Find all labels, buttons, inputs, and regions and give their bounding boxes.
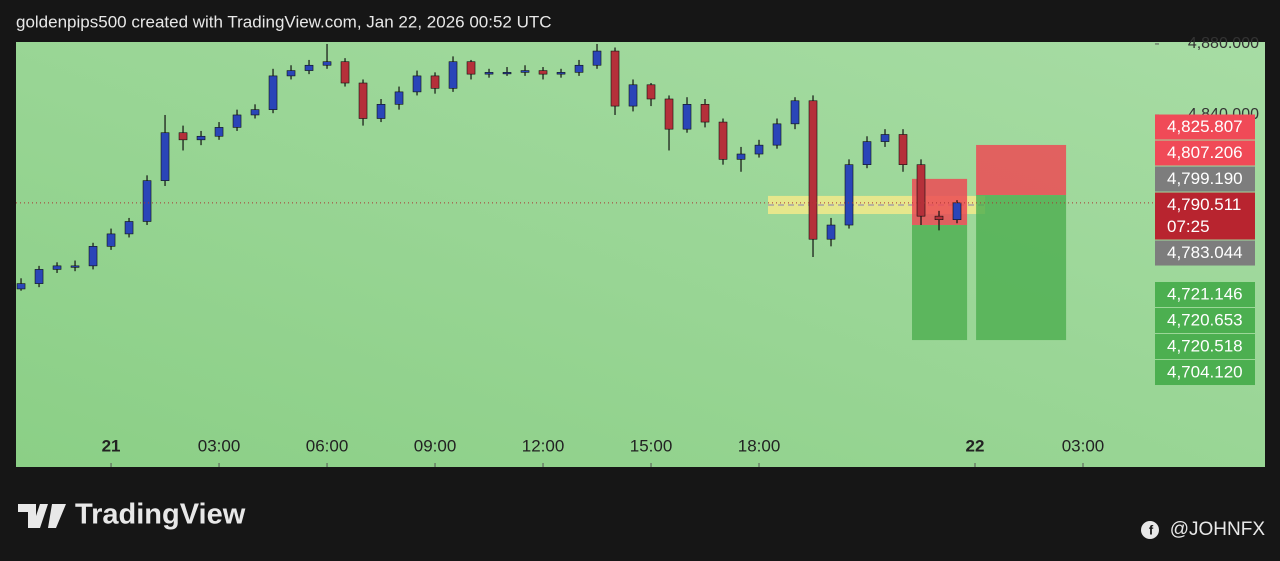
price-label: 4,720.518	[1167, 337, 1243, 356]
candle-body	[880, 134, 890, 142]
watermark: @JOHNFX	[1170, 519, 1266, 540]
price-label-bg	[1155, 166, 1255, 192]
candle-body	[394, 91, 404, 105]
candle-body	[610, 50, 620, 107]
facebook-f: f	[1149, 522, 1154, 537]
y-tick-label: 4,880.000	[1188, 35, 1259, 52]
price-label-bg	[1155, 240, 1255, 266]
candle-body	[34, 269, 44, 284]
price-label-bg	[1155, 114, 1255, 140]
candle-body	[844, 164, 854, 226]
candle-body	[898, 134, 908, 165]
candle-body	[862, 141, 872, 165]
candle-body	[322, 61, 332, 66]
candle-body	[286, 70, 296, 77]
target-zone	[912, 225, 968, 341]
candle-body	[664, 98, 674, 130]
candle-body	[754, 144, 764, 155]
price-label-bg	[1155, 282, 1255, 308]
candle-body	[196, 135, 206, 141]
x-tick-label: 06:00	[306, 436, 349, 455]
price-label: 4,783.044	[1167, 243, 1243, 262]
candle-body	[178, 132, 188, 141]
candle-body	[52, 265, 62, 270]
candle-body	[88, 246, 98, 267]
candle-body	[556, 72, 566, 75]
brand-name: TradingView	[75, 499, 246, 531]
price-label-bg	[1155, 308, 1255, 334]
candle-body	[358, 82, 368, 119]
price-label: 4,825.807	[1167, 117, 1243, 136]
candle-body	[538, 70, 548, 75]
candle-body	[16, 283, 26, 290]
candle-body	[106, 233, 116, 247]
price-label-bg	[1155, 334, 1255, 360]
candle-body	[430, 75, 440, 89]
x-tick-label: 03:00	[198, 436, 241, 455]
candle-body	[826, 224, 836, 240]
candle-body	[268, 75, 278, 110]
candle-body	[376, 104, 386, 119]
candle-body	[124, 221, 134, 235]
candle-body	[304, 64, 314, 71]
candle-body	[502, 72, 512, 75]
candle-body	[628, 84, 638, 107]
candle-body	[718, 121, 728, 160]
target-zone	[976, 195, 1067, 341]
price-countdown: 07:25	[1167, 217, 1210, 236]
candle-body	[682, 104, 692, 130]
price-label-bg	[1155, 140, 1255, 166]
x-tick-label: 22	[966, 436, 985, 455]
x-tick-label: 03:00	[1062, 436, 1105, 455]
x-tick-label: 21	[102, 436, 121, 455]
candle-body	[142, 180, 152, 222]
price-label: 4,721.146	[1167, 285, 1243, 304]
price-label-bg	[1155, 192, 1255, 240]
x-tick-label: 18:00	[738, 436, 781, 455]
candle-body	[214, 127, 224, 137]
price-label: 4,720.653	[1167, 311, 1243, 330]
candle-body	[466, 61, 476, 75]
x-tick-label: 09:00	[414, 436, 457, 455]
candle-body	[232, 114, 242, 128]
candle-body	[160, 132, 170, 181]
price-label: 4,704.120	[1167, 363, 1243, 382]
candle-body	[70, 265, 80, 268]
candle-body	[808, 100, 818, 240]
candle-body	[340, 61, 350, 84]
chart-title: goldenpips500 created with TradingView.c…	[16, 12, 552, 31]
candle-body	[592, 50, 602, 66]
candle-body	[736, 153, 746, 160]
candle-body	[520, 70, 530, 73]
plot-area	[16, 42, 1265, 467]
price-label-bg	[1155, 360, 1255, 386]
plot: 4,880.0004,840.0002103:0006:0009:0012:00…	[16, 35, 1259, 467]
x-tick-label: 12:00	[522, 436, 565, 455]
candle-body	[790, 100, 800, 125]
candle-body	[934, 215, 944, 221]
price-label: 4,807.206	[1167, 143, 1243, 162]
candle-body	[412, 75, 422, 93]
candle-body	[484, 72, 494, 75]
candle-body	[700, 104, 710, 123]
facebook-icon	[1141, 521, 1159, 539]
price-label: 4,790.511	[1167, 195, 1241, 214]
price-label: 4,799.190	[1167, 169, 1243, 188]
candle-body	[250, 109, 260, 116]
candle-body	[448, 61, 458, 89]
candle-body	[916, 164, 926, 217]
candle-body	[952, 202, 962, 221]
stop-zone	[976, 144, 1067, 196]
candle-body	[772, 123, 782, 146]
logo-icon	[18, 504, 66, 528]
x-tick-label: 15:00	[630, 436, 673, 455]
candle-body	[646, 84, 656, 100]
brand-logo: TradingView	[18, 499, 246, 531]
candle-body	[574, 64, 584, 73]
